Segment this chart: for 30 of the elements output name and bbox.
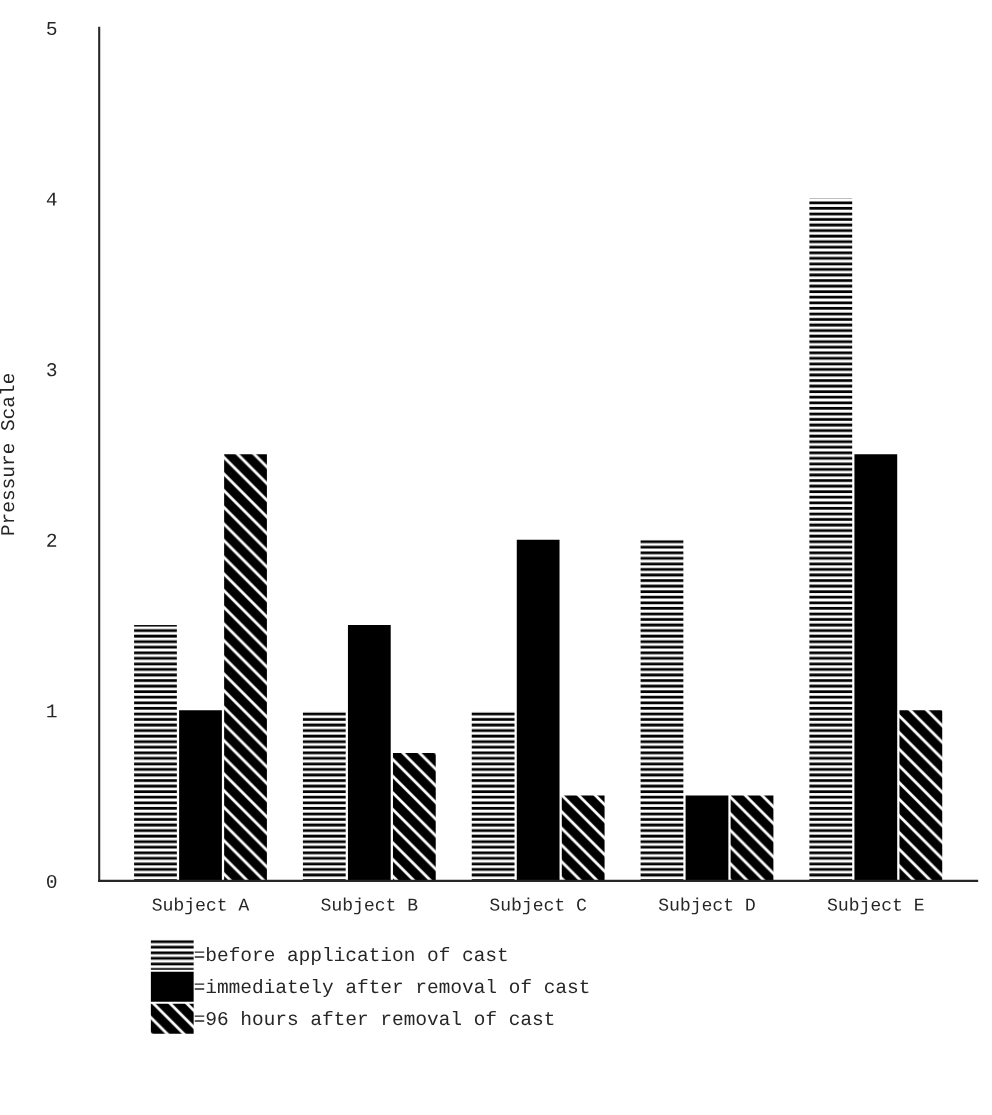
legend-label: =96 hours after removal of cast xyxy=(194,1010,554,1026)
y-tick-label: 3 xyxy=(47,363,57,377)
bar xyxy=(347,624,391,881)
bar xyxy=(392,752,436,881)
legend-label: =before application of cast xyxy=(194,946,507,966)
bar xyxy=(854,454,898,881)
x-tick-label: Subject B xyxy=(321,897,418,915)
y-tick-label: 5 xyxy=(47,22,57,36)
y-axis-title: Pressure Scale xyxy=(0,373,15,535)
bar xyxy=(516,539,560,881)
bar xyxy=(224,454,267,881)
x-tick-label: Subject C xyxy=(490,897,587,915)
bar xyxy=(179,710,222,881)
bar xyxy=(640,539,684,881)
bar xyxy=(809,198,853,881)
y-tick-label: 1 xyxy=(47,704,57,718)
y-tick-label: 0 xyxy=(47,874,57,889)
bar xyxy=(899,710,943,881)
bar xyxy=(730,795,774,881)
bar xyxy=(685,795,729,881)
y-tick-label: 4 xyxy=(46,192,57,206)
y-tick-label: 2 xyxy=(47,533,57,547)
x-tick-label: Subject E xyxy=(827,897,924,915)
bar xyxy=(134,624,177,881)
legend-label: =immediately after removal of cast xyxy=(194,978,589,998)
bar xyxy=(302,710,346,881)
x-tick-label: Subject D xyxy=(658,897,755,915)
bar xyxy=(561,795,605,881)
bar xyxy=(471,710,515,881)
x-tick-label: Subject A xyxy=(152,897,250,915)
